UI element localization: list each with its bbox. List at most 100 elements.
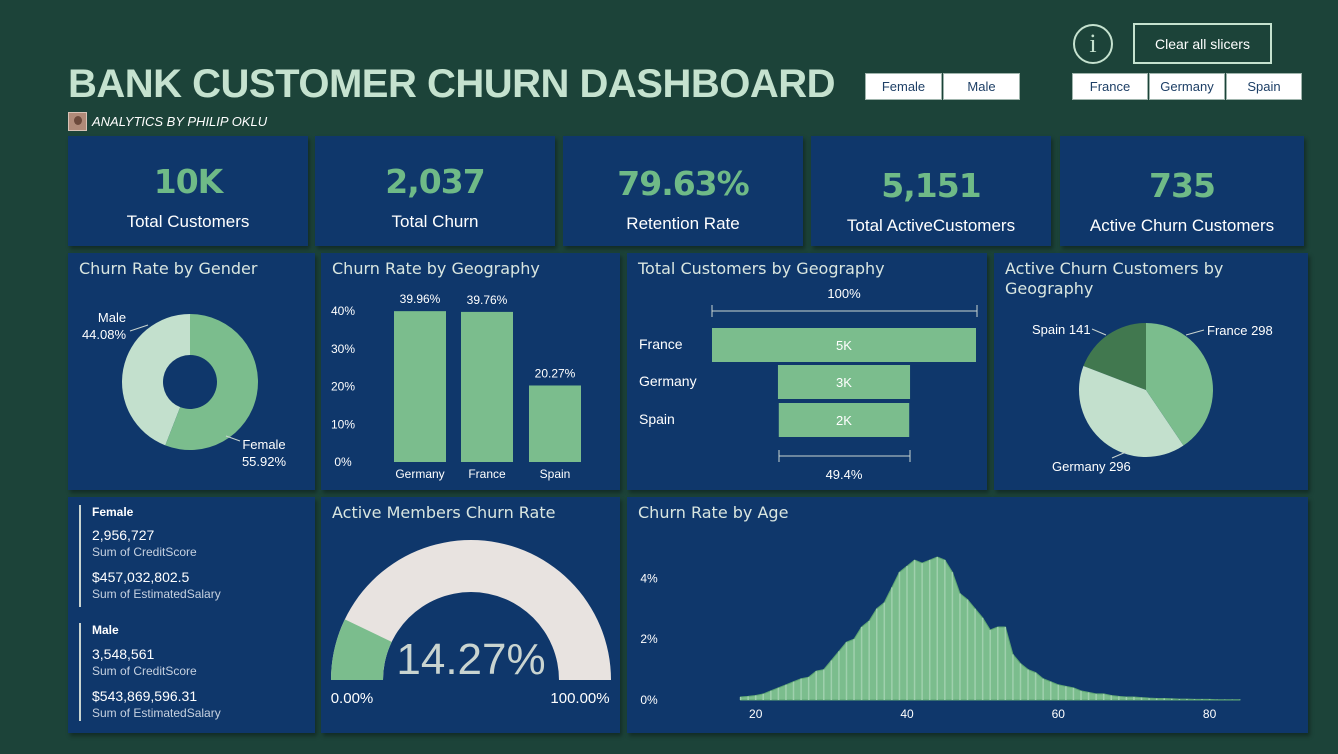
- funnel-bar-france: [712, 328, 976, 362]
- kpi-card-total-active-customers: 5,151 Total ActiveCustomers: [811, 136, 1051, 246]
- info-icon: i: [1089, 29, 1097, 58]
- kpi-value: 735: [1149, 166, 1216, 205]
- divider: [79, 505, 81, 607]
- stat-female-title: Female: [92, 505, 134, 519]
- stat-male-credit: 3,548,561: [92, 646, 155, 662]
- funnel-category-label: Spain: [639, 411, 675, 427]
- stat-female-salary: $457,032,802.5: [92, 569, 190, 585]
- x-tick-label: 40: [900, 707, 914, 721]
- slicer-geo-spain[interactable]: Spain: [1226, 73, 1302, 100]
- active-members-gauge: 14.27% 0.00% 100.00%: [331, 540, 611, 707]
- geo-active-churn-pie-chart: Spain 141 France 298 Germany 296: [1032, 322, 1273, 474]
- label-france: France 298: [1207, 323, 1273, 338]
- kpi-card-total-churn: 2,037 Total Churn: [315, 136, 555, 246]
- kpi-label: Total Customers: [126, 212, 250, 231]
- bar-data-label: 39.96%: [400, 292, 441, 306]
- bar-data-label: 39.76%: [467, 293, 508, 307]
- geo-churn-bar-card: Churn Rate by Geography 0% 10% 20% 30% 40% 39…: [321, 253, 620, 490]
- kpi-card-total-customers: 10K Total Customers: [68, 136, 308, 246]
- y-tick-label: 30%: [331, 342, 355, 356]
- bar-spain: [529, 385, 581, 462]
- bar-france: [461, 311, 513, 462]
- kpi-label: Total ActiveCustomers: [846, 216, 1016, 235]
- funnel-data-label: 3K: [836, 375, 852, 390]
- y-tick-label: 0%: [640, 693, 658, 707]
- label-male-name: Male: [98, 310, 126, 325]
- kpi-value: 10K: [153, 162, 224, 201]
- geo-churn-bar-chart: 0% 10% 20% 30% 40% 39.96% Germany 39.76% France 2…: [331, 292, 581, 481]
- stat-male-salary: $543,869,596.31: [92, 688, 198, 704]
- label-male-value: 44.08%: [82, 327, 127, 342]
- geo-customers-funnel-card: Total Customers by Geography 100% 49.4% …: [627, 253, 987, 490]
- age-area-series: [740, 556, 1241, 701]
- label-female-value: 55.92%: [242, 454, 287, 469]
- y-tick-label: 2%: [640, 632, 658, 646]
- donut-slice-female: [165, 314, 259, 450]
- y-tick-label: 10%: [331, 417, 355, 431]
- chart-title: Active Members Churn Rate: [332, 503, 556, 522]
- funnel-bar-spain: [778, 403, 910, 437]
- bar-data-label: 20.27%: [535, 366, 576, 380]
- info-button[interactable]: i: [1073, 24, 1113, 64]
- y-tick-label: 0%: [334, 455, 352, 469]
- funnel-category-label: France: [639, 336, 683, 352]
- slicer-geo-france[interactable]: France: [1072, 73, 1148, 100]
- gauge-value-label: 14.27%: [396, 635, 545, 684]
- x-tick-label: 20: [749, 707, 763, 721]
- x-tick-label: 60: [1052, 707, 1066, 721]
- age-churn-area-chart: 0% 2% 4% 20 40 60 80: [640, 556, 1241, 721]
- y-tick-label: 4%: [640, 571, 658, 585]
- slicer-gender-female[interactable]: Female: [865, 73, 942, 100]
- funnel-category-label: Germany: [639, 373, 697, 389]
- label-germany: Germany 296: [1052, 459, 1131, 474]
- chart-title: Total Customers by Geography: [638, 259, 885, 278]
- gauge-min-label: 0.00%: [331, 690, 374, 707]
- stat-male-credit-label: Sum of CreditScore: [92, 664, 197, 678]
- pie-slice-france: [1146, 323, 1213, 446]
- y-tick-label: 40%: [331, 304, 355, 318]
- author-line: ANALYTICS BY PHILIP OKLU: [68, 111, 267, 131]
- pie-slice-germany: [1079, 366, 1184, 457]
- slicer-gender-male[interactable]: Male: [943, 73, 1020, 100]
- gauge-card: Active Members Churn Rate 14.27% 0.00% 1…: [321, 497, 620, 733]
- funnel-top-label: 100%: [827, 286, 861, 301]
- label-spain: Spain 141: [1032, 322, 1091, 337]
- y-tick-label: 20%: [331, 380, 355, 394]
- kpi-label: Retention Rate: [626, 214, 740, 233]
- kpi-value: 79.63%: [617, 164, 749, 203]
- gauge-fill: [331, 619, 392, 680]
- kpi-label: Active Churn Customers: [1089, 216, 1275, 235]
- gauge-max-label: 100.00%: [550, 690, 609, 707]
- kpi-label: Total Churn: [391, 212, 479, 231]
- donut-slice-male: [122, 314, 190, 446]
- stat-female-credit-label: Sum of CreditScore: [92, 545, 197, 559]
- chart-title: Churn Rate by Geography: [332, 259, 540, 278]
- age-churn-card: Churn Rate by Age 0% 2% 4% 20 40 60 80: [627, 497, 1308, 733]
- chart-title: Active Churn Customers by Geography: [1005, 259, 1224, 298]
- funnel-bar-germany: [777, 365, 911, 399]
- pie-slice-spain: [1083, 323, 1146, 390]
- funnel-data-label: 2K: [836, 413, 852, 428]
- geo-active-churn-pie-card: Active Churn Customers by Geography Spai…: [994, 253, 1308, 490]
- stat-male-title: Male: [92, 623, 119, 637]
- author-label: ANALYTICS BY PHILIP OKLU: [92, 113, 268, 129]
- avatar: [68, 111, 87, 131]
- chart-title: Churn Rate by Gender: [79, 259, 258, 278]
- x-tick-label: France: [468, 467, 506, 481]
- slicer-geo-germany[interactable]: Germany: [1149, 73, 1225, 100]
- x-tick-label: 80: [1203, 707, 1217, 721]
- kpi-value: 2,037: [385, 162, 485, 201]
- kpi-value: 5,151: [881, 166, 981, 205]
- geo-customers-funnel-chart: 100% 49.4% 5K France 3K Germany 2K Spain: [639, 286, 978, 482]
- bar-germany: [394, 311, 446, 462]
- gender-donut-chart: Male 44.08% Female 55.92%: [82, 310, 287, 469]
- stat-male-salary-label: Sum of EstimatedSalary: [92, 706, 221, 720]
- chart-title: Churn Rate by Age: [638, 503, 789, 522]
- gauge-track: [331, 540, 611, 680]
- stat-female-salary-label: Sum of EstimatedSalary: [92, 587, 221, 601]
- funnel-bottom-label: 49.4%: [826, 467, 863, 482]
- clear-slicers-button[interactable]: Clear all slicers: [1133, 23, 1272, 64]
- divider: [79, 623, 81, 721]
- gender-stats-card: Female 2,956,727 Sum of CreditScore $457…: [68, 497, 315, 733]
- x-tick-label: Spain: [540, 467, 571, 481]
